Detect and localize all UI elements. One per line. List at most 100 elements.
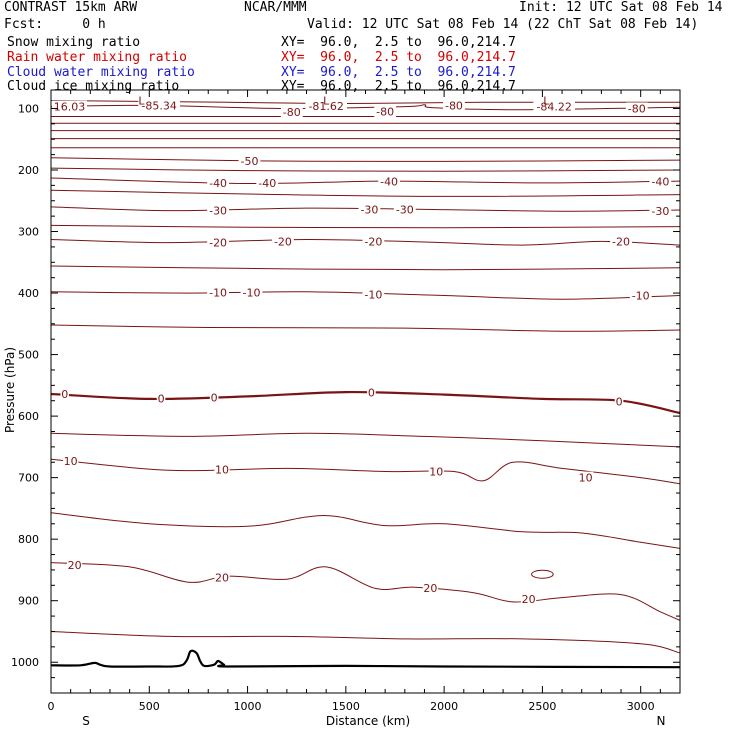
y-tick-label: 700 [18, 472, 39, 485]
x-end-label-north: N [657, 714, 666, 728]
y-tick-label: 600 [18, 410, 39, 423]
contour-label-bg [238, 154, 261, 167]
valid-label: Valid: 12 UTC Sat 08 Feb 14 (22 ChT Sat … [307, 17, 699, 32]
init-label: Init: 12 UTC Sat 08 Feb 14 [519, 0, 723, 15]
contour-label: -30 [396, 203, 414, 216]
contour-label-bg [578, 471, 594, 484]
contour-label: -81.62 [308, 100, 343, 113]
contour-label: -40 [651, 176, 669, 189]
contour-label: -30 [209, 205, 227, 218]
contour-label-bg [240, 286, 263, 299]
contour-label-bg [521, 592, 537, 605]
contour-label: -20 [209, 237, 227, 250]
contour-label-bg [422, 581, 438, 594]
contour-label: 10 [64, 455, 78, 468]
x-tick-label: 500 [139, 700, 160, 713]
contour-label-bg [625, 102, 648, 115]
x-tick-label: 3000 [627, 700, 655, 713]
isotherm-minus-25 [51, 224, 680, 229]
x-tick-label: 1500 [332, 700, 360, 713]
contour-label-bg [362, 235, 385, 248]
isotherm-minus-35 [51, 189, 680, 197]
contour-label: 20 [215, 571, 229, 584]
contour-label-bg [207, 176, 229, 189]
isotherm-15 [51, 512, 680, 549]
contour-edge-label: 16.03 [54, 101, 86, 114]
contour-label: 0 [158, 392, 165, 405]
isotherm-contours [51, 100, 680, 654]
contour-label: -10 [243, 286, 261, 299]
contour-label-bg [156, 392, 166, 405]
y-tick-label: 900 [18, 595, 39, 608]
contour-label-bg [629, 289, 652, 302]
contour-label-bg [207, 204, 229, 217]
contour-label: 20 [423, 582, 437, 595]
isotherm-5 [51, 432, 680, 448]
contour-label-bg [610, 235, 632, 248]
x-tick-label: 0 [48, 700, 55, 713]
y-tick-label: 1000 [11, 656, 39, 669]
contour-label-bg [60, 387, 70, 400]
low-marker: L [543, 94, 550, 107]
contour-label-bg [443, 99, 465, 112]
field-name-cloud-water: Cloud water mixing ratio [7, 65, 195, 80]
contour-label-bg [614, 395, 624, 408]
field-xy-cloud-water: XY= 96.0, 2.5 to 96.0,214.7 [281, 65, 516, 80]
contour-label: -85.34 [141, 99, 176, 112]
contour-label-bg [305, 99, 347, 112]
contour-label: -10 [364, 288, 382, 301]
contour-label: -20 [364, 235, 382, 248]
y-axis-label: Pressure (hPa) [3, 347, 17, 433]
contour-label: -20 [612, 235, 630, 248]
contour-label: -80 [283, 106, 301, 119]
contour-label: -80 [376, 106, 394, 119]
contour-label: -80 [445, 99, 463, 112]
isotherm-minus-45 [51, 167, 680, 172]
contour-label: -80 [628, 102, 646, 115]
field-xy-snow: XY= 96.0, 2.5 to 96.0,214.7 [281, 35, 516, 50]
org-label: NCAR/MMM [244, 0, 307, 15]
y-tick-label: 300 [18, 226, 39, 239]
field-xy-rain: XY= 96.0, 2.5 to 96.0,214.7 [281, 50, 516, 65]
isotherm-minus-5 [51, 324, 680, 332]
contour-label: -30 [360, 203, 378, 216]
x-end-label-south: S [82, 714, 90, 728]
fcst-label: Fcst: 0 h [4, 17, 106, 32]
contour-edge-label-bg [52, 100, 87, 113]
contour-label-bg [256, 176, 279, 189]
contour-label-bg [362, 288, 385, 301]
contour-label-bg [358, 203, 381, 216]
isotherm-minus-50 [51, 157, 680, 162]
contour-label-bg [207, 236, 229, 249]
contour-label: 0 [368, 387, 375, 400]
contour-label: 0 [616, 395, 623, 408]
contour-label: 20 [522, 593, 536, 606]
contour-label: -40 [209, 177, 227, 190]
terrain-line [50, 649, 681, 669]
contour-label: -20 [274, 235, 292, 248]
field-name-rain: Rain water mixing ratio [7, 50, 188, 65]
isotherm-minus-15 [51, 265, 680, 271]
contour-label-bg [280, 106, 303, 119]
contour-label-bg [63, 455, 79, 468]
y-tick-label: 800 [18, 533, 39, 546]
contour-label-bg [214, 463, 230, 476]
isotherm-25 [51, 631, 680, 654]
low-marker: L [323, 94, 330, 107]
isotherm-ring [531, 569, 554, 579]
contour-label: 10 [215, 464, 229, 477]
field-name-snow: Snow mixing ratio [7, 35, 141, 50]
isotherm-20 [51, 562, 680, 621]
x-tick-label: 2000 [430, 700, 458, 713]
y-tick-label: 400 [18, 287, 39, 300]
contour-label: 20 [68, 559, 82, 572]
y-tick-label: 100 [18, 102, 39, 115]
contour-label: -10 [632, 290, 650, 303]
contour-label: -40 [380, 176, 398, 189]
contour-label-bg [533, 100, 575, 113]
contour-label-bg [649, 205, 672, 218]
contour-label-bg [214, 571, 230, 584]
contour-label-bg [393, 203, 416, 216]
contour-label-bg [207, 286, 229, 299]
